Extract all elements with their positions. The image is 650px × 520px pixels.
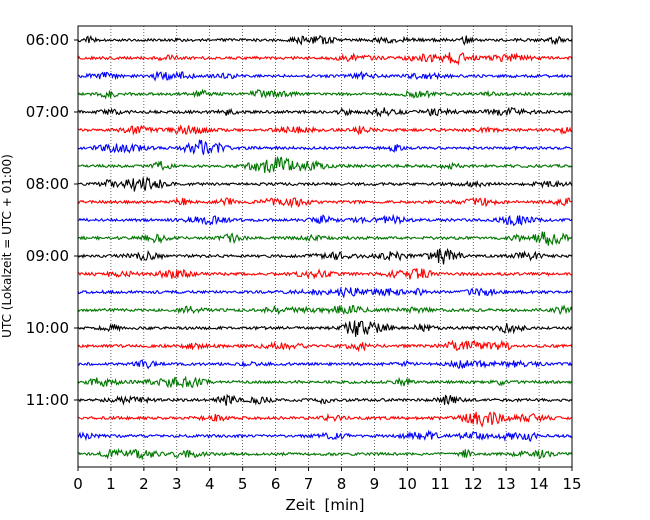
seismic-trace	[77, 411, 573, 428]
x-tick-label: 10	[398, 475, 417, 493]
seismic-trace	[77, 70, 573, 82]
x-tick-label: 3	[172, 475, 182, 493]
y-ticks: 06:00 07:00 08:00 09:00 10:00 11:00	[26, 31, 78, 409]
seismic-trace	[77, 139, 573, 155]
x-axis-label: Zeit [min]	[285, 496, 364, 514]
seismic-trace	[77, 124, 573, 136]
y-tick-label: 10:00	[26, 319, 69, 337]
seismic-trace	[77, 359, 573, 370]
y-tick-label: 07:00	[26, 103, 69, 121]
seismic-trace	[77, 231, 573, 246]
seismic-trace	[77, 320, 573, 337]
x-tick-label: 4	[205, 475, 215, 493]
x-tick-label: 13	[497, 475, 516, 493]
x-tick-label: 7	[304, 475, 314, 493]
seismic-trace	[77, 88, 573, 100]
y-tick-label: 11:00	[26, 391, 69, 409]
seismic-trace	[77, 155, 573, 174]
x-tick-label: 5	[238, 475, 248, 493]
seismic-trace	[77, 213, 573, 227]
seismic-trace	[77, 106, 573, 118]
x-tick-label: 1	[106, 475, 116, 493]
y-tick-label: 06:00	[26, 31, 69, 49]
x-tick-label: 9	[370, 475, 380, 493]
grid-lines	[110, 26, 540, 467]
seismic-trace	[77, 286, 573, 299]
x-tick-label: 11	[431, 475, 450, 493]
x-tick-label: 14	[530, 475, 549, 493]
seismic-trace	[77, 393, 573, 406]
x-ticks: 0 1 2 3 4 5 6 7 8 9 10 11 12 13 14 15	[73, 467, 582, 493]
x-tick-label: 15	[562, 475, 581, 493]
seismic-trace	[77, 34, 573, 46]
plot-frame	[77, 25, 573, 468]
x-tick-label: 12	[464, 475, 483, 493]
seismic-trace	[77, 247, 573, 265]
seismic-trace	[77, 339, 573, 353]
seismic-trace	[77, 447, 573, 461]
seismic-trace	[77, 429, 573, 442]
x-tick-label: 2	[139, 475, 149, 493]
y-tick-label: 09:00	[26, 247, 69, 265]
seismic-trace	[77, 268, 573, 280]
x-tick-label: 8	[337, 475, 347, 493]
seismic-trace	[77, 375, 573, 389]
seismic-trace	[77, 197, 573, 209]
x-tick-label: 0	[73, 475, 83, 493]
seismic-trace	[77, 304, 573, 316]
y-tick-label: 08:00	[26, 175, 69, 193]
traces	[77, 34, 573, 461]
seismic-trace	[77, 52, 573, 66]
y-axis-label: UTC (Lokalzeit = UTC + 01:00)	[0, 154, 14, 338]
seismic-trace	[77, 176, 573, 192]
x-tick-label: 6	[271, 475, 281, 493]
